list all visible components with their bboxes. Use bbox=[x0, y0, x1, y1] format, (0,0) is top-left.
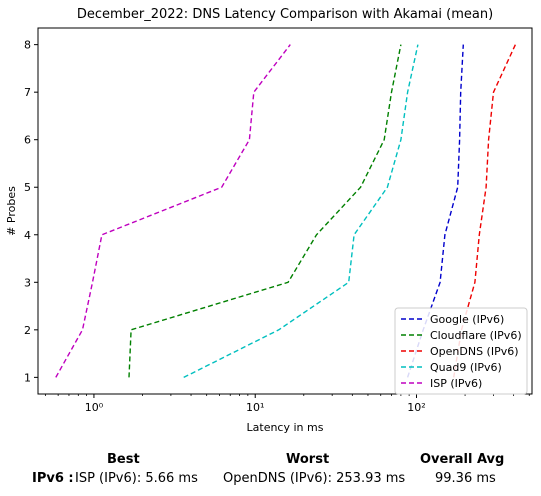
legend-label-1: Cloudflare (IPv6) bbox=[430, 329, 522, 342]
legend-label-2: OpenDNS (IPv6) bbox=[430, 345, 519, 358]
y-tick-label-5: 6 bbox=[24, 134, 31, 147]
axis-ticks: 10⁰ 10¹ 10² 1 2 3 4 5 6 7 8 bbox=[24, 39, 530, 414]
y-axis-label: # Probes bbox=[5, 186, 18, 236]
y-tick-label-0: 1 bbox=[24, 371, 31, 384]
y-tick-label-4: 5 bbox=[24, 181, 31, 194]
chart-title: December_2022: DNS Latency Comparison wi… bbox=[77, 7, 493, 22]
y-tick-label-2: 3 bbox=[24, 276, 31, 289]
x-tick-label-1: 10¹ bbox=[246, 401, 264, 414]
legend-label-0: Google (IPv6) bbox=[430, 313, 504, 326]
x-tick-label-2: 10² bbox=[407, 401, 425, 414]
legend: Google (IPv6) Cloudflare (IPv6) OpenDNS (I… bbox=[394, 307, 528, 395]
x-axis-label: Latency in ms bbox=[247, 421, 324, 434]
plot-area bbox=[37, 27, 533, 395]
legend-label-3: Quad9 (IPv6) bbox=[430, 361, 502, 374]
series-line-1 bbox=[128, 44, 402, 378]
series-line-4 bbox=[55, 44, 291, 378]
x-tick-label-0: 10⁰ bbox=[85, 401, 104, 414]
y-tick-label-7: 8 bbox=[24, 39, 31, 52]
y-tick-label-1: 2 bbox=[24, 324, 31, 337]
legend-box bbox=[394, 307, 528, 395]
y-tick-label-3: 4 bbox=[24, 229, 31, 242]
series-line-3 bbox=[183, 44, 419, 379]
y-tick-label-6: 7 bbox=[24, 86, 31, 99]
legend-label-4: ISP (IPv6) bbox=[430, 377, 482, 390]
